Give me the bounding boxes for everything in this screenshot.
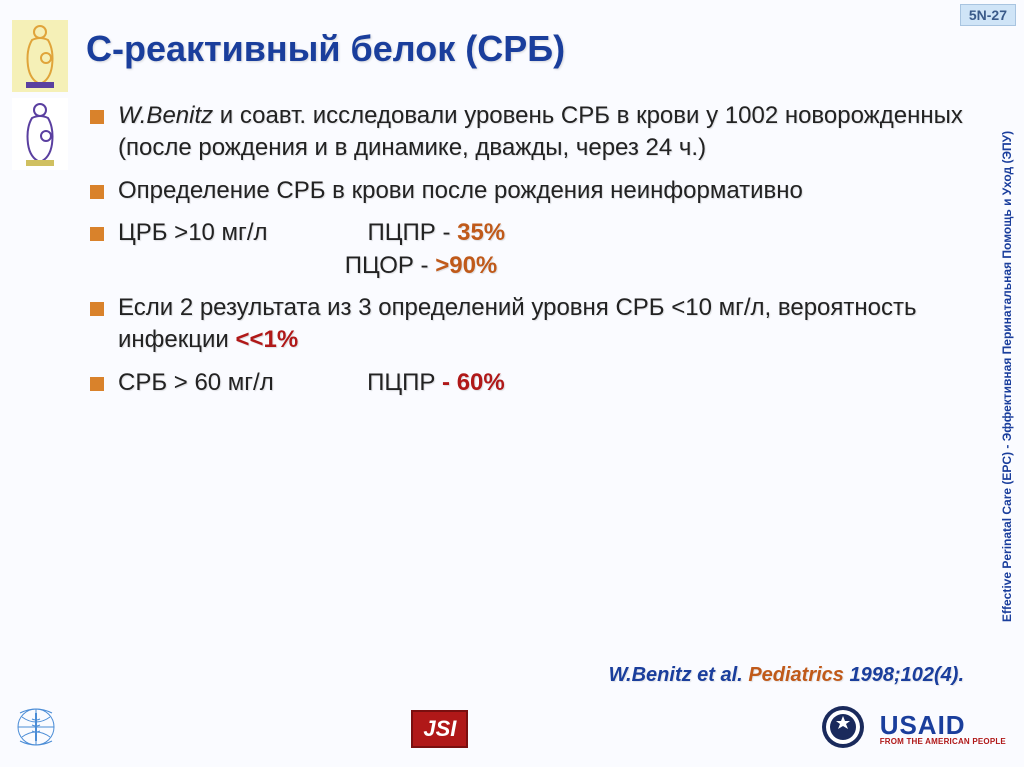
bullet-3b-label: ПЦОР (345, 252, 414, 279)
footer-logos: JSI USAID FROM THE AMERICAN PEOPLE (0, 699, 1024, 759)
bullet-3b-value: >90% (435, 252, 497, 279)
slide-content: С-реактивный белок (СРБ) W.Benitz и соав… (86, 28, 976, 409)
slide-number-badge: 5N-27 (960, 4, 1016, 26)
usaid-main-text: USAID (880, 712, 966, 738)
who-logo-icon (12, 703, 60, 756)
bullet-5: СРБ > 60 мг/л ПЦПР - 60% (86, 367, 976, 399)
bullet-2: Определение СРБ в крови после рождения н… (86, 175, 976, 207)
bullet-5-left: СРБ > 60 мг/л (118, 369, 274, 396)
usaid-logo: USAID FROM THE AMERICAN PEOPLE (880, 712, 1006, 746)
mother-baby-icon-yellow (12, 20, 68, 92)
citation-author: W.Benitz (609, 664, 692, 686)
bullet-1-rest: и соавт. исследовали уровень СРБ в крови… (118, 102, 963, 161)
bullet-4-value: <<1% (235, 326, 298, 353)
left-icon-column (12, 20, 68, 170)
bullet-3-value: 35% (457, 219, 505, 246)
bullet-1: W.Benitz и соавт. исследовали уровень СР… (86, 100, 976, 165)
vertical-side-label: Effective Perinatal Care (EPC) - Эффекти… (994, 55, 1020, 697)
bullet-4: Если 2 результата из 3 определений уровн… (86, 292, 976, 357)
slide-title: С-реактивный белок (СРБ) (86, 28, 976, 70)
bullet-3b-dash: - (414, 252, 435, 279)
citation-middle: et al. (692, 664, 749, 686)
bullet-1-source: W.Benitz (118, 102, 213, 129)
bullet-list: W.Benitz и соавт. исследовали уровень СР… (86, 100, 976, 399)
citation-journal: Pediatrics (748, 664, 844, 686)
citation: W.Benitz et al. Pediatrics 1998;102(4). (609, 664, 964, 687)
bullet-3-dash: - (436, 219, 457, 246)
bullet-5-label: ПЦПР (367, 369, 435, 396)
bullet-3-left: ЦРБ >10 мг/л (118, 219, 267, 246)
mother-baby-icon-purple (12, 98, 68, 170)
us-seal-icon (820, 704, 866, 755)
usaid-sub-text: FROM THE AMERICAN PEOPLE (880, 738, 1006, 746)
bullet-3-label: ПЦПР (368, 219, 436, 246)
citation-tail: 1998;102(4). (844, 664, 964, 686)
bullet-3: ЦРБ >10 мг/л ПЦПР - 35% ПЦОР - >90% (86, 217, 976, 282)
jsi-logo: JSI (411, 710, 468, 748)
right-logo-group: USAID FROM THE AMERICAN PEOPLE (820, 704, 1006, 755)
bullet-5-value: - 60% (442, 369, 505, 396)
